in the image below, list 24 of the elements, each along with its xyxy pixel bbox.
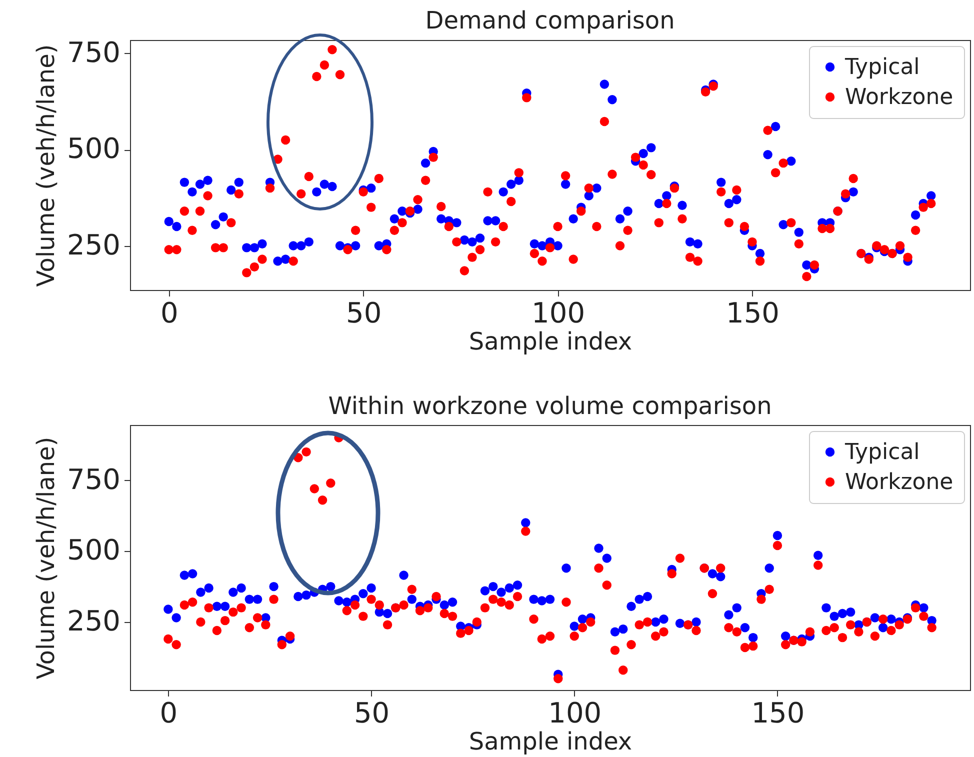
x-tick-label: 50 [354,696,390,730]
y-tick-label: 750 [67,36,120,69]
chart-title: Demand comparison [425,6,675,34]
legend-label: Typical [844,440,920,465]
x-tick-label: 50 [346,296,382,330]
y-tick-label: 250 [67,228,120,262]
y-tick-label: 750 [67,462,120,496]
x-tick-label: 150 [726,296,780,330]
x-tick-label: 0 [160,696,178,730]
x-tick-label: 150 [751,696,805,730]
y-tick-label: 500 [67,534,120,567]
y-axis-title: Volume (veh/h/lane) [32,44,60,287]
legend-label: Workzone [845,85,954,110]
x-tick-label: 0 [160,296,178,330]
legend-label: Typical [844,55,920,80]
chart-title: Within workzone volume comparison [328,392,772,420]
legend-label: Workzone [845,470,954,495]
y-tick-label: 500 [67,132,120,166]
x-axis-title: Sample index [468,728,632,756]
x-axis-title: Sample index [468,328,632,356]
y-axis-title: Volume (veh/h/lane) [32,436,60,680]
x-tick-label: 100 [532,296,586,330]
x-tick-label: 100 [548,696,602,730]
y-tick-label: 250 [67,604,120,638]
